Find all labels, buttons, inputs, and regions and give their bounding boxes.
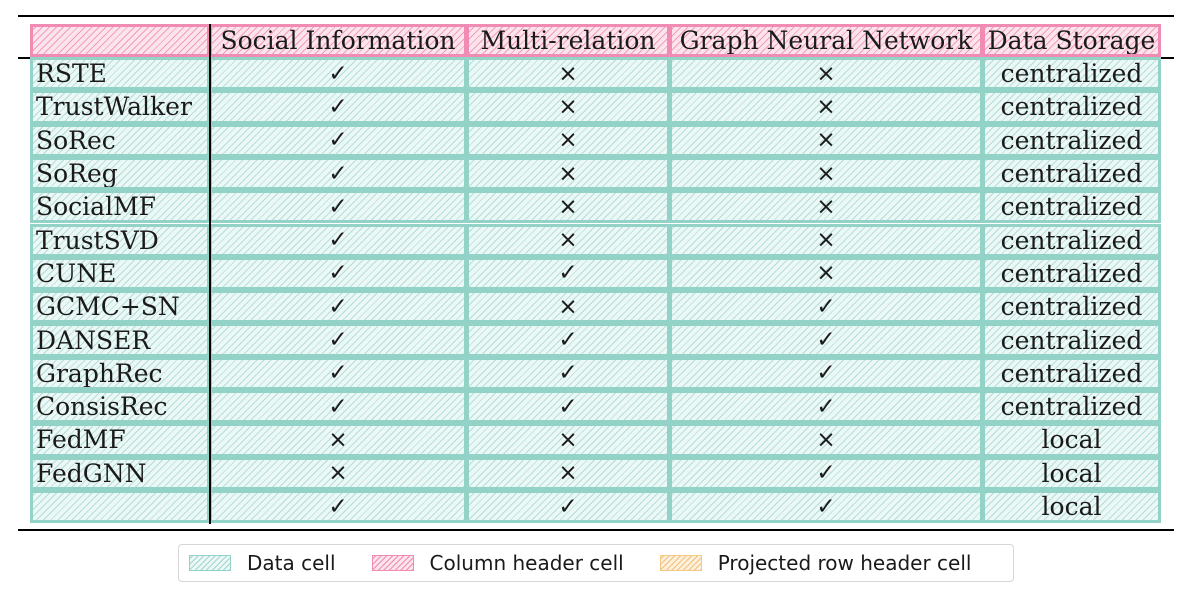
top-rule bbox=[18, 15, 1174, 17]
legend: Data cell Column header cell Projected r… bbox=[178, 544, 1014, 582]
table-cell-data-storage: centralized bbox=[982, 223, 1161, 257]
table-cell-name: TrustWalker bbox=[30, 90, 210, 124]
table-cell-multi-relation: × bbox=[466, 90, 670, 124]
table-cell-graph-neural-network: ✓ bbox=[669, 456, 983, 490]
legend-item-data-cell: Data cell bbox=[189, 551, 336, 575]
table-cell-social-information: ✓ bbox=[209, 356, 467, 390]
column-header-multi-relation: Multi-relation bbox=[466, 24, 670, 57]
table-cell-data-storage: centralized bbox=[982, 290, 1161, 324]
table-cell-multi-relation: × bbox=[466, 156, 670, 191]
table-cell-data-storage: centralized bbox=[982, 256, 1161, 291]
table-cell-graph-neural-network: × bbox=[669, 156, 983, 191]
table-cell-multi-relation: ✓ bbox=[466, 356, 670, 390]
table-cell-multi-relation: × bbox=[466, 223, 670, 257]
legend-label-column-header-cell: Column header cell bbox=[429, 551, 624, 575]
table-cell-social-information: ✓ bbox=[209, 190, 467, 224]
table-cell-data-storage: centralized bbox=[982, 123, 1161, 157]
table-cell-social-information: × bbox=[209, 456, 467, 490]
table-cell-name: GraphRec bbox=[30, 356, 210, 390]
table-cell-multi-relation: × bbox=[466, 423, 670, 457]
table-cell-data-storage: centralized bbox=[982, 323, 1161, 357]
legend-label-projected-row-header-cell: Projected row header cell bbox=[717, 551, 972, 575]
table-cell-graph-neural-network: ✓ bbox=[669, 323, 983, 357]
legend-item-projected-row-header-cell: Projected row header cell bbox=[659, 551, 972, 575]
table-cell-social-information: ✓ bbox=[209, 156, 467, 191]
table-cell-social-information: ✓ bbox=[209, 489, 467, 524]
table-cell-data-storage: centralized bbox=[982, 190, 1161, 224]
table-cell-data-storage: centralized bbox=[982, 57, 1161, 91]
table-cell-name bbox=[30, 489, 210, 524]
table-cell-social-information: ✓ bbox=[209, 390, 467, 424]
table-cell-data-storage: centralized bbox=[982, 356, 1161, 390]
table-cell-graph-neural-network: ✓ bbox=[669, 489, 983, 524]
table-cell-name: ConsisRec bbox=[30, 390, 210, 424]
legend-item-column-header-cell: Column header cell bbox=[371, 551, 624, 575]
column-header-data-storage: Data Storage bbox=[982, 24, 1161, 57]
projected-row-header-cell-swatch bbox=[659, 555, 702, 571]
table-cell-graph-neural-network: ✓ bbox=[669, 290, 983, 324]
table-cell-social-information: ✓ bbox=[209, 90, 467, 124]
table-cell-name: GCMC+SN bbox=[30, 290, 210, 324]
table-cell-graph-neural-network: × bbox=[669, 223, 983, 257]
table-cell-multi-relation: × bbox=[466, 190, 670, 224]
legend-label-data-cell: Data cell bbox=[247, 551, 336, 575]
table-cell-multi-relation: × bbox=[466, 290, 670, 324]
table-cell-social-information: ✓ bbox=[209, 223, 467, 257]
table-cell-graph-neural-network: × bbox=[669, 423, 983, 457]
table-cell-multi-relation: × bbox=[466, 456, 670, 490]
table-cell-social-information: ✓ bbox=[209, 57, 467, 91]
column-header-graph-neural-network: Graph Neural Network bbox=[669, 24, 983, 57]
table-cell-multi-relation: ✓ bbox=[466, 390, 670, 424]
table-cell-data-storage: centralized bbox=[982, 90, 1161, 124]
table-cell-social-information: ✓ bbox=[209, 290, 467, 324]
table-cell-social-information: ✓ bbox=[209, 323, 467, 357]
table-cell-graph-neural-network: × bbox=[669, 256, 983, 291]
data-cell-swatch bbox=[189, 555, 231, 571]
table-cell-data-storage: local bbox=[982, 456, 1161, 490]
table-cell-social-information: ✓ bbox=[209, 256, 467, 291]
table-cell-name: TrustSVD bbox=[30, 223, 210, 257]
table-cell-graph-neural-network: × bbox=[669, 90, 983, 124]
table-cell-multi-relation: × bbox=[466, 57, 670, 91]
table-cell-data-storage: centralized bbox=[982, 390, 1161, 424]
table-cell-name: DANSER bbox=[30, 323, 210, 357]
table-cell-name: SocialMF bbox=[30, 190, 210, 224]
bottom-rule bbox=[18, 529, 1174, 531]
table-cell-multi-relation: ✓ bbox=[466, 323, 670, 357]
table-cell-multi-relation: × bbox=[466, 123, 670, 157]
table-cell-graph-neural-network: ✓ bbox=[669, 390, 983, 424]
table-cell-multi-relation: ✓ bbox=[466, 489, 670, 524]
table-cell-graph-neural-network: × bbox=[669, 57, 983, 91]
table-cell-name: CUNE bbox=[30, 256, 210, 291]
column-header-name bbox=[30, 24, 210, 57]
table-cell-name: SoReg bbox=[30, 156, 210, 191]
table-cell-graph-neural-network: × bbox=[669, 123, 983, 157]
column-divider bbox=[209, 24, 211, 524]
table-cell-social-information: ✓ bbox=[209, 123, 467, 157]
table-cell-name: SoRec bbox=[30, 123, 210, 157]
table-cell-name: RSTE bbox=[30, 57, 210, 91]
column-header-social-information: Social Information bbox=[209, 24, 467, 57]
table-cell-social-information: × bbox=[209, 423, 467, 457]
table-cell-graph-neural-network: × bbox=[669, 190, 983, 224]
table-cell-data-storage: local bbox=[982, 489, 1161, 524]
table-cell-data-storage: centralized bbox=[982, 156, 1161, 191]
table-cell-data-storage: local bbox=[982, 423, 1161, 457]
table-cell-graph-neural-network: ✓ bbox=[669, 356, 983, 390]
table-cell-name: FedGNN bbox=[30, 456, 210, 490]
table-cell-multi-relation: ✓ bbox=[466, 256, 670, 291]
column-header-cell-swatch bbox=[371, 555, 414, 571]
table-cell-name: FedMF bbox=[30, 423, 210, 457]
